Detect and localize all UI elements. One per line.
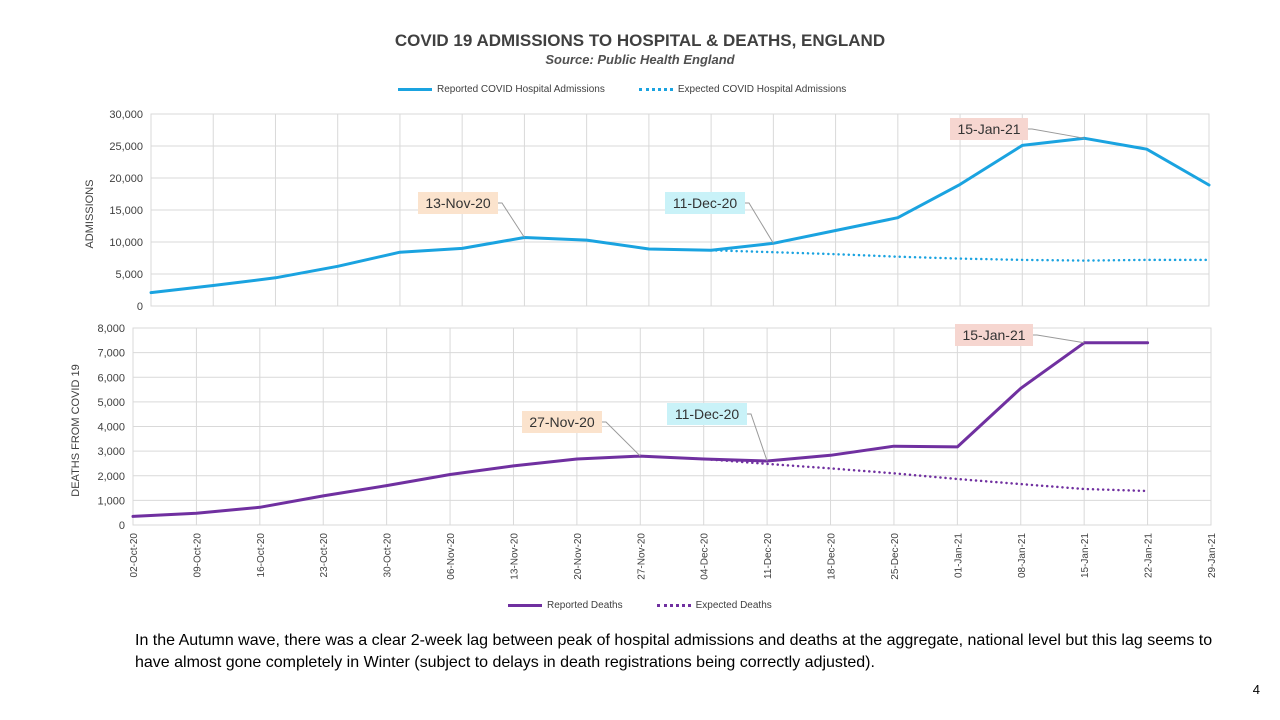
legend-swatch-dotted [656, 604, 691, 607]
x-tick-label: 02-Oct-20 [129, 533, 140, 578]
charts-svg: 0 5,000 10,000 15,000 20,000 25,000 30,000 ADMI… [70, 109, 1218, 580]
y-axis-label: DEATHS FROM COVID 19 [70, 364, 82, 496]
callout-label: 11-Dec-20 [675, 406, 740, 422]
y-tick-label: 4,000 [97, 422, 125, 434]
callout-box [522, 411, 602, 433]
y-tick-label: 2,000 [97, 471, 125, 483]
legend-swatch-dotted [638, 88, 673, 91]
y-tick-label: 5,000 [115, 269, 143, 281]
series-line-expected [709, 249, 1211, 262]
legend-label: Reported Deaths [547, 600, 623, 611]
callout-label: 15-Jan-21 [962, 327, 1025, 343]
legend-label: Expected Deaths [695, 600, 772, 611]
x-tick-label: 23-Oct-20 [319, 533, 330, 578]
y-tick-label: 5,000 [97, 397, 125, 409]
y-tick-label: 10,000 [109, 237, 143, 249]
x-tick-label: 04-Dec-20 [700, 533, 711, 580]
callout-box [955, 324, 1033, 346]
y-axis-label: ADMISSIONS [84, 179, 96, 248]
series-line-reported [149, 136, 1211, 295]
x-tick-label: 11-Dec-20 [763, 533, 774, 579]
x-tick-label: 15-Jan-21 [1080, 533, 1091, 578]
legend-item-reported-deaths: Reported Deaths [508, 600, 623, 611]
y-tick-label: 6,000 [97, 372, 125, 384]
x-tick-label: 22-Jan-21 [1144, 533, 1155, 578]
legend-item-reported-admissions: Reported COVID Hospital Admissions [398, 84, 605, 95]
x-tick-label: 13-Nov-20 [509, 533, 520, 580]
y-tick-label: 30,000 [109, 109, 143, 121]
callout-label: 11-Dec-20 [673, 195, 738, 211]
legend-swatch-solid [508, 604, 542, 607]
y-tick-label: 20,000 [109, 173, 143, 185]
y-tick-label: 8,000 [97, 323, 125, 335]
page-number: 4 [1252, 682, 1260, 697]
callout-label: 13-Nov-20 [425, 195, 491, 211]
x-tick-label: 30-Oct-20 [383, 533, 394, 578]
x-tick-label: 18-Dec-20 [827, 533, 838, 580]
x-tick-label: 29-Jan-21 [1207, 533, 1218, 578]
legend-label: Expected COVID Hospital Admissions [677, 84, 847, 95]
legend-item-expected-deaths: Expected Deaths [656, 600, 772, 611]
callout-box [950, 118, 1028, 140]
chart-subtitle: Source: Public Health England [545, 52, 735, 67]
y-tick-label: 3,000 [97, 446, 125, 458]
callout-leader-line [747, 413, 768, 462]
y-tick-label: 0 [137, 301, 143, 313]
series-line-expected [639, 454, 1149, 493]
x-tick-label: 20-Nov-20 [573, 533, 584, 580]
top-legend: Reported COVID Hospital Admissions Expec… [398, 84, 880, 95]
y-tick-label: 1,000 [97, 495, 125, 507]
chart-title: COVID 19 ADMISSIONS TO HOSPITAL & DEATHS… [394, 31, 886, 50]
y-tick-label: 25,000 [109, 141, 143, 153]
x-tick-label: 25-Dec-20 [890, 533, 901, 580]
bottom-legend: Reported Deaths Expected Deaths [508, 600, 806, 611]
callout-box [665, 192, 745, 214]
x-tick-label: 08-Jan-21 [1017, 533, 1028, 578]
legend-label: Reported COVID Hospital Admissions [437, 84, 605, 95]
callout-leader-line [498, 202, 525, 238]
callout-leader-line [1028, 128, 1085, 139]
callout-leader-line [1033, 334, 1085, 344]
x-tick-label: 09-Oct-20 [192, 533, 203, 578]
callout-label: 15-Jan-21 [957, 121, 1020, 137]
legend-swatch-solid [398, 88, 432, 91]
x-tick-label: 16-Oct-20 [256, 533, 267, 578]
y-tick-label: 0 [119, 520, 125, 532]
y-tick-label: 15,000 [109, 205, 143, 217]
y-tick-label: 7,000 [97, 348, 125, 360]
callout-leader-line [602, 421, 641, 457]
x-tick-label: 01-Jan-21 [953, 533, 964, 578]
callout-box [418, 192, 498, 214]
x-tick-label: 27-Nov-20 [636, 533, 647, 580]
caption-text: In the Autumn wave, there was a clear 2-… [135, 632, 1213, 671]
callout-leader-line [745, 202, 774, 244]
x-tick-label: 06-Nov-20 [446, 533, 457, 580]
callout-label: 27-Nov-20 [529, 414, 595, 430]
legend-item-expected-admissions: Expected COVID Hospital Admissions [638, 84, 847, 95]
callout-box [667, 403, 747, 425]
